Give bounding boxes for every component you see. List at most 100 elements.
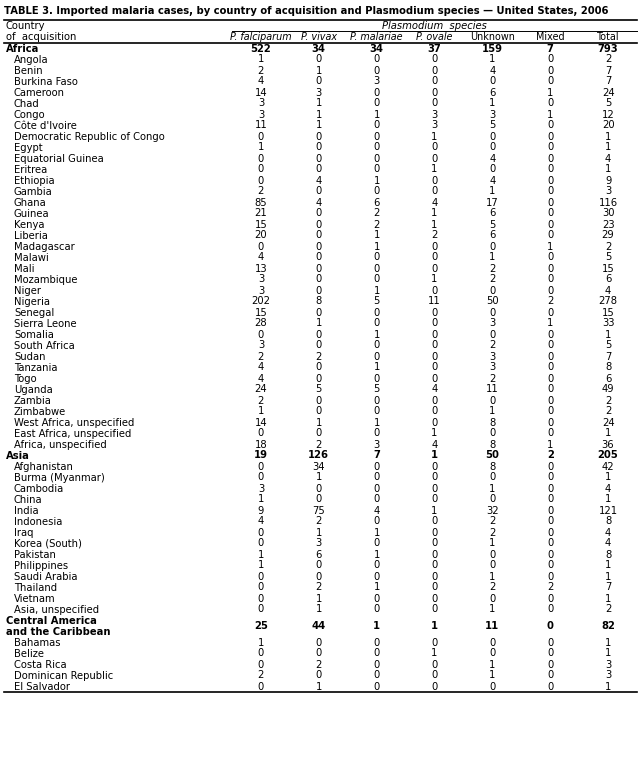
Text: 0: 0	[547, 263, 553, 273]
Text: 2: 2	[489, 528, 495, 537]
Text: 24: 24	[602, 418, 614, 428]
Text: 24: 24	[602, 88, 614, 98]
Text: 1: 1	[258, 55, 264, 64]
Text: 0: 0	[431, 186, 438, 197]
Text: Sierra Leone: Sierra Leone	[14, 319, 77, 329]
Text: 0: 0	[315, 329, 322, 339]
Text: 205: 205	[597, 450, 619, 460]
Text: Chad: Chad	[14, 99, 40, 109]
Text: 793: 793	[598, 43, 619, 54]
Text: Saudi Arabia: Saudi Arabia	[14, 572, 78, 582]
Text: 1: 1	[431, 621, 438, 631]
Text: 0: 0	[547, 516, 553, 527]
Text: 0: 0	[315, 285, 322, 295]
Text: 4: 4	[489, 66, 495, 76]
Text: 0: 0	[374, 484, 379, 494]
Text: 0: 0	[315, 230, 322, 241]
Text: 0: 0	[374, 319, 379, 329]
Text: 1: 1	[431, 649, 438, 659]
Text: 0: 0	[315, 275, 322, 285]
Text: 14: 14	[254, 418, 267, 428]
Text: Equatorial Guinea: Equatorial Guinea	[14, 154, 104, 164]
Text: Côte d'Ivoire: Côte d'Ivoire	[14, 121, 77, 131]
Text: 11: 11	[254, 120, 267, 130]
Text: 6: 6	[315, 550, 322, 559]
Text: 0: 0	[431, 572, 438, 581]
Text: 0: 0	[258, 605, 264, 615]
Text: 2: 2	[374, 220, 380, 229]
Text: 6: 6	[489, 230, 495, 241]
Text: 0: 0	[547, 351, 553, 362]
Text: 1: 1	[258, 494, 264, 504]
Text: 3: 3	[315, 88, 322, 98]
Text: 6: 6	[605, 275, 612, 285]
Text: 1: 1	[547, 440, 553, 450]
Text: 3: 3	[315, 538, 322, 549]
Text: 3: 3	[374, 440, 379, 450]
Text: 24: 24	[254, 385, 267, 394]
Text: Malawi: Malawi	[14, 253, 49, 263]
Text: 1: 1	[315, 605, 322, 615]
Text: 0: 0	[547, 373, 553, 384]
Text: 202: 202	[251, 297, 271, 307]
Text: 5: 5	[374, 385, 380, 394]
Text: 1: 1	[374, 176, 380, 185]
Text: 2: 2	[547, 297, 553, 307]
Text: of  acquisition: of acquisition	[6, 32, 76, 42]
Text: 0: 0	[431, 484, 438, 494]
Text: 6: 6	[489, 88, 495, 98]
Text: 0: 0	[374, 560, 379, 571]
Text: 44: 44	[312, 621, 326, 631]
Text: 0: 0	[431, 176, 438, 185]
Text: 0: 0	[547, 621, 554, 631]
Text: 1: 1	[489, 407, 495, 416]
Text: 17: 17	[486, 198, 499, 207]
Text: 2: 2	[258, 66, 264, 76]
Text: Thailand: Thailand	[14, 583, 57, 593]
Text: 8: 8	[605, 550, 612, 559]
Text: 1: 1	[431, 275, 438, 285]
Text: Liberia: Liberia	[14, 231, 48, 241]
Text: 1: 1	[431, 506, 438, 516]
Text: 1: 1	[547, 88, 553, 98]
Text: 2: 2	[258, 351, 264, 362]
Text: 0: 0	[431, 659, 438, 669]
Text: 1: 1	[315, 110, 322, 120]
Text: 0: 0	[374, 681, 379, 691]
Text: 0: 0	[374, 407, 379, 416]
Text: 0: 0	[547, 132, 553, 142]
Text: Vietnam: Vietnam	[14, 594, 56, 604]
Text: 4: 4	[489, 154, 495, 164]
Text: 0: 0	[431, 407, 438, 416]
Text: 0: 0	[547, 55, 553, 64]
Text: Korea (South): Korea (South)	[14, 539, 82, 549]
Text: 4: 4	[605, 154, 612, 164]
Text: 0: 0	[547, 681, 553, 691]
Text: P. malariae: P. malariae	[351, 32, 403, 42]
Text: 0: 0	[547, 484, 553, 494]
Text: 0: 0	[315, 407, 322, 416]
Text: 85: 85	[254, 198, 267, 207]
Text: China: China	[14, 495, 42, 505]
Text: 36: 36	[602, 440, 614, 450]
Text: TABLE 3. Imported malaria cases, by country of acquisition and Plasmodium specie: TABLE 3. Imported malaria cases, by coun…	[4, 6, 608, 16]
Text: Mixed: Mixed	[536, 32, 565, 42]
Text: 0: 0	[431, 351, 438, 362]
Text: P. ovale: P. ovale	[416, 32, 453, 42]
Text: 0: 0	[431, 263, 438, 273]
Text: 0: 0	[258, 164, 264, 175]
Text: 1: 1	[605, 494, 612, 504]
Text: 1: 1	[374, 241, 380, 251]
Text: 1: 1	[605, 472, 612, 482]
Text: 6: 6	[374, 198, 380, 207]
Text: Pakistan: Pakistan	[14, 550, 56, 560]
Text: 1: 1	[374, 363, 380, 372]
Text: 3: 3	[258, 110, 264, 120]
Text: 11: 11	[485, 621, 499, 631]
Text: 1: 1	[315, 593, 322, 603]
Text: 1: 1	[489, 484, 495, 494]
Text: 0: 0	[489, 132, 495, 142]
Text: 1: 1	[374, 528, 380, 537]
Text: 278: 278	[599, 297, 617, 307]
Text: 1: 1	[605, 132, 612, 142]
